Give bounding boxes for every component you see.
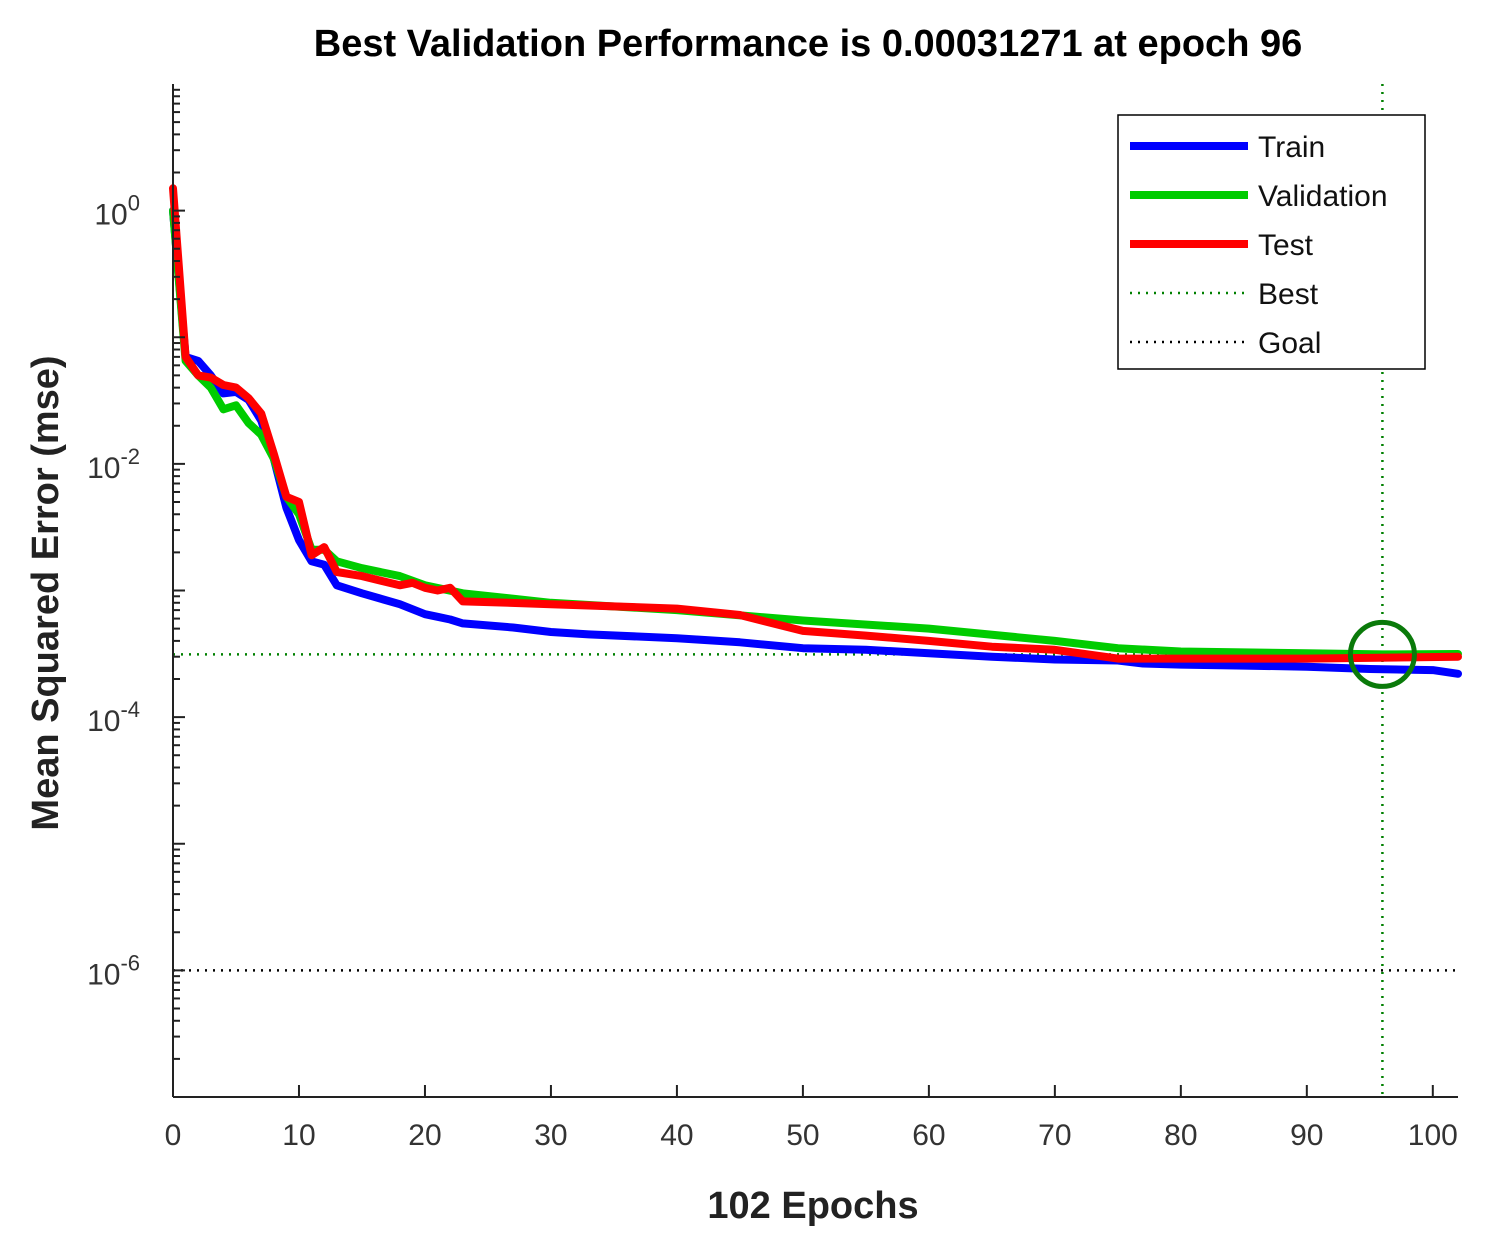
x-tick-label: 30 [534, 1119, 567, 1152]
x-tick-label: 60 [912, 1119, 945, 1152]
y-tick-label: 100 [94, 191, 140, 232]
x-tick-label: 40 [660, 1119, 693, 1152]
x-tick-label: 70 [1038, 1119, 1071, 1152]
legend-label-train: Train [1258, 131, 1325, 164]
legend-label-validation: Validation [1258, 180, 1388, 213]
x-tick-label: 90 [1290, 1119, 1323, 1152]
best-marker-circle [1347, 619, 1417, 689]
y-tick-label: 10-2 [87, 444, 140, 485]
x-tick-label: 20 [408, 1119, 441, 1152]
series-line-test [169, 184, 1462, 663]
series-line-validation [169, 206, 1462, 659]
legend-label-best: Best [1258, 278, 1319, 311]
legend: Train Validation Test Best Goal [1117, 114, 1426, 370]
x-tick-label: 10 [282, 1119, 315, 1152]
chart-title: Best Validation Performance is 0.0003127… [314, 23, 1302, 65]
x-tick-label: 0 [165, 1119, 182, 1152]
legend-label-test: Test [1258, 229, 1314, 262]
legend-label-goal: Goal [1258, 327, 1321, 360]
x-tick-label: 50 [786, 1119, 819, 1152]
y-tick-label: 10-4 [87, 697, 140, 738]
x-tick-label: 80 [1164, 1119, 1197, 1152]
y-axis-label: Mean Squared Error (mse) [25, 355, 67, 830]
y-tick-label: 10-6 [87, 950, 140, 991]
x-axis-label: 102 Epochs [707, 1185, 918, 1227]
x-tick-label: 100 [1408, 1119, 1458, 1152]
